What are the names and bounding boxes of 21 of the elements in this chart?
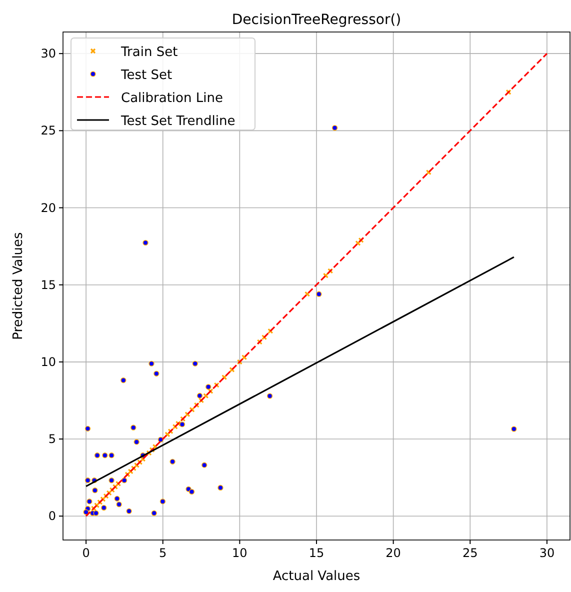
x-tick-label: 15: [308, 546, 324, 560]
y-axis-title: Predicted Values: [11, 232, 26, 340]
y-tick-label: 15: [40, 278, 56, 292]
chart-title: DecisionTreeRegressor(): [232, 12, 402, 28]
x-axis-title: Actual Values: [272, 569, 360, 584]
x-tick-label: 0: [82, 546, 90, 560]
legend-label: Train Set: [120, 45, 178, 60]
y-tick-label: 10: [40, 354, 56, 369]
y-tick-label: 5: [48, 432, 56, 446]
y-tick-label: 0: [48, 509, 56, 524]
x-tick-label: 20: [386, 546, 401, 560]
legend-label: Test Set Trendline: [120, 114, 236, 129]
x-tick-label: 30: [539, 546, 555, 560]
x-tick-label: 25: [462, 546, 478, 560]
x-tick-label: 10: [232, 546, 248, 560]
y-tick-label: 25: [40, 124, 56, 138]
y-tick-label: 20: [40, 200, 56, 215]
y-tick-label: 30: [40, 46, 56, 61]
legend-label: Calibration Line: [121, 91, 223, 106]
legend-label: Test Set: [120, 68, 172, 83]
x-tick-label: 5: [159, 546, 167, 560]
